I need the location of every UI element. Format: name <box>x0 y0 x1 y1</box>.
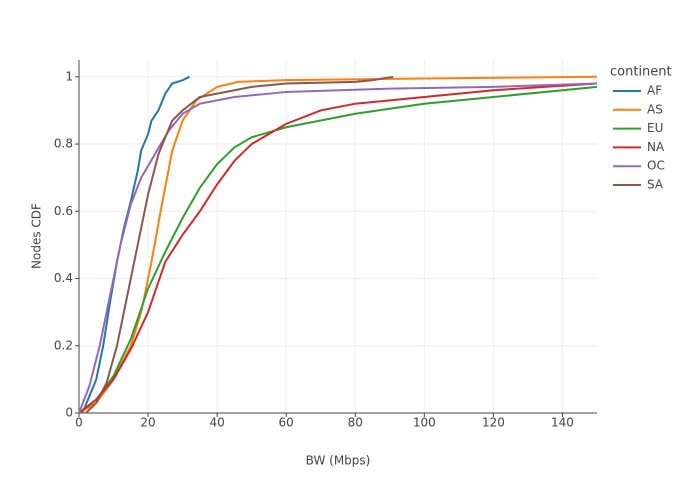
x-tick-label: 0 <box>75 416 83 430</box>
legend-label: EU <box>647 121 663 135</box>
y-tick-label: 1 <box>65 69 73 83</box>
y-axis-title: Nodes CDF <box>30 203 44 269</box>
legend-label: NA <box>647 140 665 154</box>
legend-label: SA <box>647 178 664 192</box>
y-tick-label: 0 <box>65 406 73 420</box>
legend-label: OC <box>647 159 665 173</box>
legend-label: AS <box>647 102 663 116</box>
x-tick-label: 140 <box>551 416 574 430</box>
cdf-line <box>78 82 598 414</box>
x-tick-label: 60 <box>279 416 294 430</box>
y-tick-label: 0.6 <box>54 204 73 218</box>
x-tick-label: 120 <box>482 416 505 430</box>
y-tick-label: 0.2 <box>54 338 73 352</box>
legend-label: AF <box>647 84 662 98</box>
y-tick-label: 0.4 <box>54 271 73 285</box>
x-tick-label: 80 <box>348 416 363 430</box>
x-tick-label: 100 <box>413 416 436 430</box>
cdf-line <box>78 82 598 414</box>
x-tick-label: 20 <box>140 416 155 430</box>
legend-title: continent <box>610 65 672 80</box>
x-axis-title: BW (Mbps) <box>306 454 371 468</box>
x-tick-label: 40 <box>209 416 224 430</box>
cdf-line <box>78 85 598 414</box>
cdf-line <box>85 75 394 414</box>
y-tick-label: 0.8 <box>54 137 73 151</box>
cdf-line <box>81 75 190 414</box>
cdf-line <box>78 75 598 414</box>
